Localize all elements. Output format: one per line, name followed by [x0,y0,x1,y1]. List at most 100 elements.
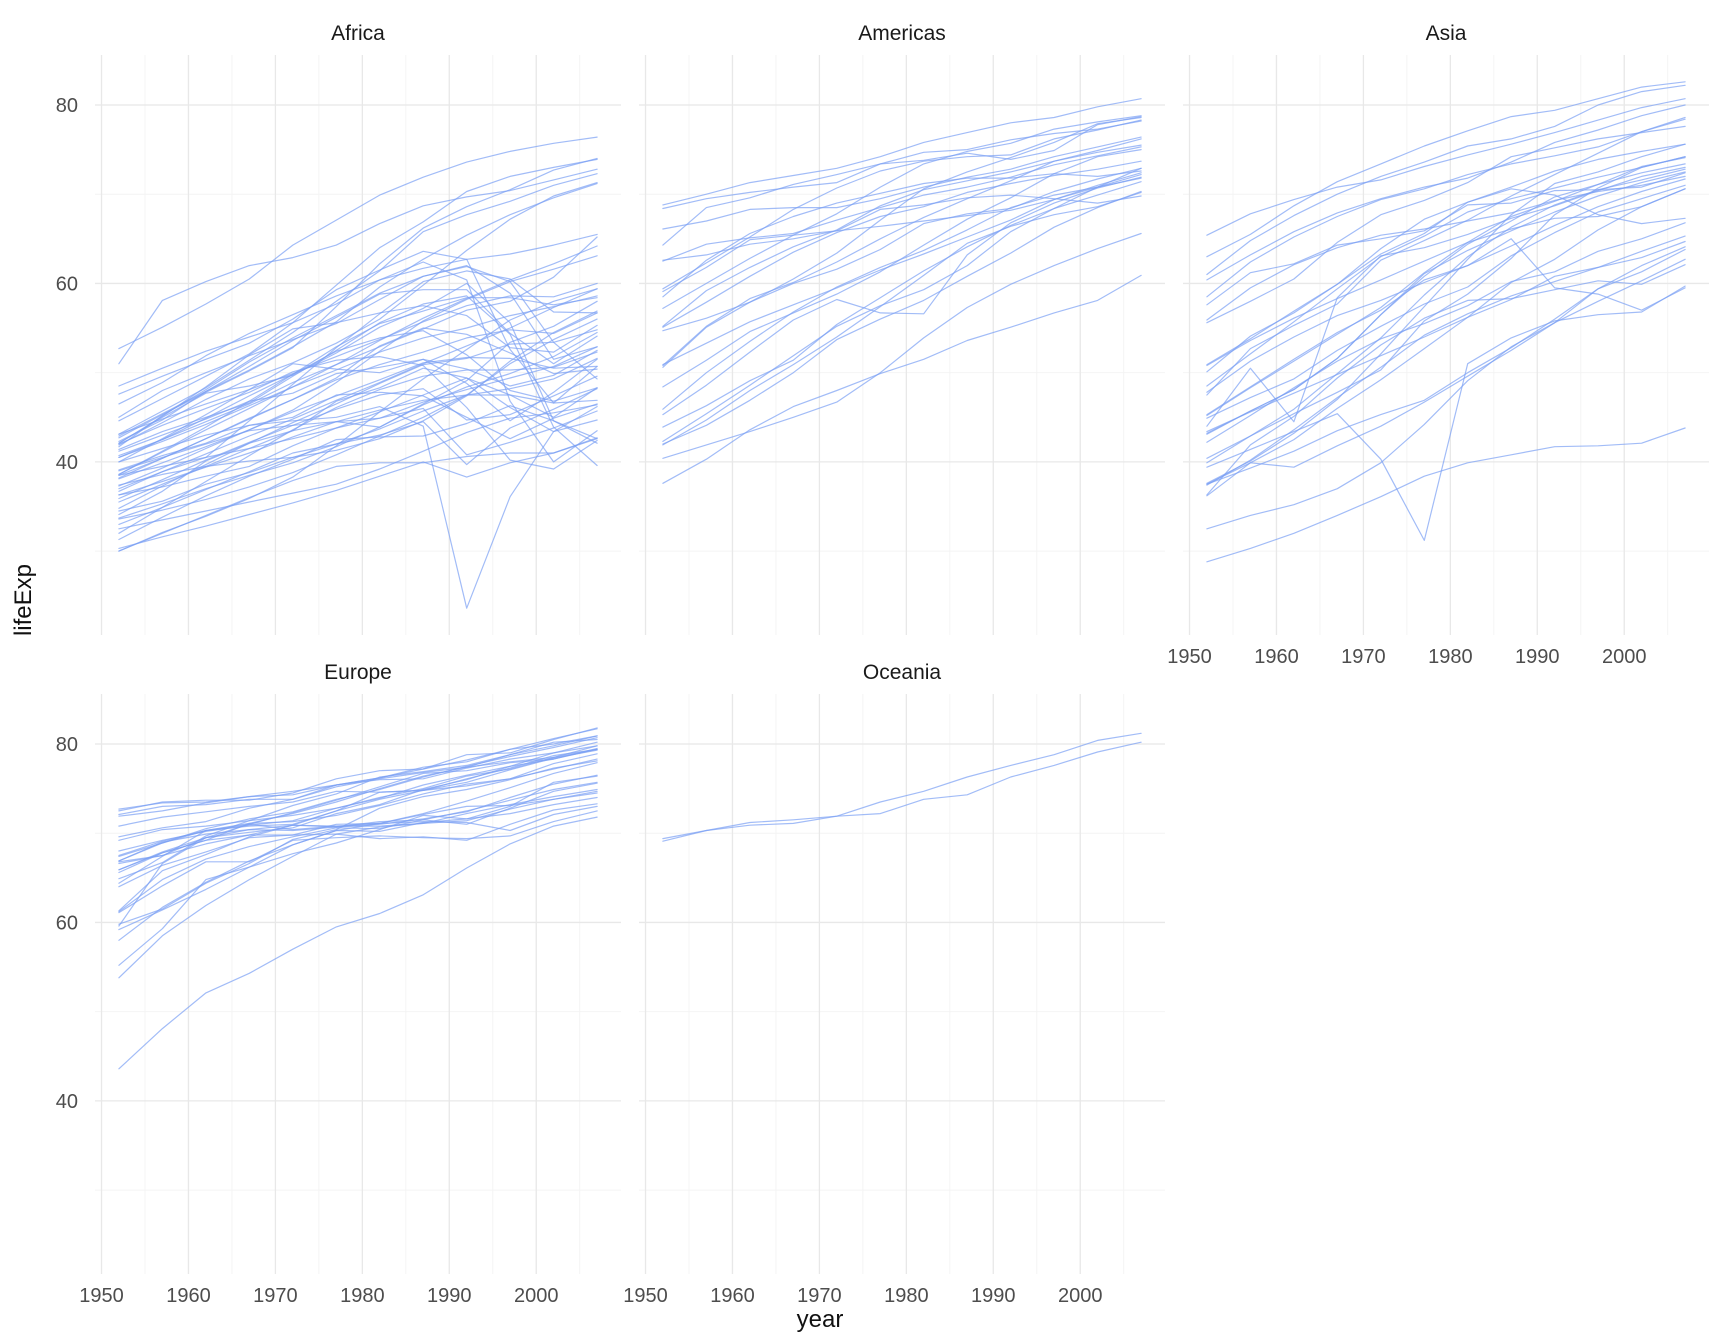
series-line-mauritania [118,245,598,458]
series-line-saudi-arabia [1206,168,1686,464]
series-line-lebanon [1206,175,1686,321]
series-line-namibia [118,265,598,448]
series-line-nigeria [118,394,598,496]
series-line-afghanistan [1206,427,1686,563]
series-line-bahrain [1206,143,1686,366]
series-line-hong-kong-china [1206,84,1686,276]
series-line-botswana [118,250,598,404]
series-line-somalia [118,388,598,526]
series-line-mozambique [118,405,598,541]
series-line-korea-rep [1206,116,1686,396]
x-tick-label: 2000 [514,1285,559,1307]
series-line-finland [118,749,598,865]
x-tick-label: 1950 [623,1285,668,1307]
series-line-madagascar [118,288,598,492]
series-line-portugal [118,760,598,925]
x-axis-title: year [796,1306,844,1333]
facet-panel-oceania: Oceania 1950 1960 1970 1980 1990 2000 [623,661,1165,1307]
series-line-equatorial-guinea [118,357,598,512]
series-line-myanmar [1206,264,1686,496]
series-line-gambia [118,288,598,552]
facet-panel-asia: Asia 1950 1960 1970 1980 1990 2000 [1167,22,1709,668]
x-tick-label: 1960 [166,1285,211,1307]
y-tick-label: 60 [56,912,78,934]
x-tick-label: 2000 [1602,646,1647,668]
series-line-guatemala [662,190,1142,445]
series-line-philippines [1206,178,1686,393]
x-tick-label: 1990 [971,1285,1016,1307]
y-tick-label: 40 [56,452,78,474]
series-line-spain [118,735,598,880]
series-line-serbia [118,796,598,941]
series-line-sao-tome-and-principe [118,233,598,405]
series-line-united-states [662,120,1142,210]
series-line-oman [1206,143,1686,484]
series-line-peru [662,181,1142,428]
series-line-norway [118,741,598,810]
series-line-malawi [118,377,598,496]
y-axis-title: lifeExp [10,563,37,637]
series-line-turkey [118,816,598,1070]
x-tick-label: 1980 [1428,646,1473,668]
series-line-gabon [118,270,598,490]
x-tick-label: 1960 [710,1285,755,1307]
x-tick-label: 1970 [797,1285,842,1307]
series-line-costa-rica [662,115,1142,309]
series-line-cuba [662,119,1142,290]
series-line-slovak-republic [118,790,598,884]
series-line-syria [1206,157,1686,417]
series-line-malaysia [1206,156,1686,387]
series-line-nicaragua [662,167,1142,442]
series-line-ireland [118,753,598,862]
series-line-vietnam [1206,156,1686,459]
series-line-swaziland [118,295,598,467]
series-line-switzerland [118,728,598,838]
x-tick-label: 1990 [1515,646,1560,668]
series-line-sri-lanka [1206,172,1686,306]
series-line-tunisia [118,158,598,422]
series-line-sudan [118,295,598,475]
x-tick-label: 1990 [427,1285,472,1307]
series-line-bolivia [662,232,1142,459]
series-line-croatia [118,781,598,913]
x-tick-label: 1950 [1167,646,1212,668]
facet-panel-europe: Europe 1950 1960 1970 1980 1990 2000 40 60 80 [56,661,621,1307]
series-line-lesotho [118,282,598,444]
series-line-puerto-rico [662,115,1142,246]
series-line-bosnia-and-herzegovina [118,788,598,979]
series-line-australia [662,732,1142,842]
series-line-montenegro [118,792,598,931]
series-line-israel [1206,98,1686,236]
series-line-new-zealand [662,741,1142,840]
series-line-panama [662,144,1142,327]
y-tick-label: 60 [56,273,78,295]
x-tick-label: 2000 [1058,1285,1103,1307]
series-line-chile [662,116,1142,332]
series-line-libya [118,157,598,439]
series-line-rwanda [118,406,598,609]
series-line-iraq [1206,238,1686,416]
facet-title-africa: Africa [331,22,385,45]
series-line-romania [118,810,598,914]
series-line-trinidad-and-tobago [662,194,1142,293]
x-tick-label: 1950 [79,1285,124,1307]
series-line-venezuela [662,160,1142,328]
series-line-yemen-rep [1206,258,1686,530]
facet-title-asia: Asia [1426,22,1467,45]
series-line-burkina-faso [118,351,598,534]
series-line-kuwait [1206,125,1686,324]
series-line-united-kingdom [118,748,598,841]
series-line-singapore [1206,104,1686,281]
x-tick-label: 1980 [340,1285,385,1307]
x-tick-label: 1970 [1341,646,1386,668]
series-line-argentina [662,146,1142,262]
facet-title-europe: Europe [324,661,392,684]
series-line-honduras [662,191,1142,446]
series-line-korea-dem-rep [1206,188,1686,373]
series-line-iran [1206,184,1686,419]
series-line-liberia [118,407,598,476]
series-line-thailand [1206,188,1686,367]
series-line-dominican-republic [662,174,1142,410]
series-line-taiwan [1206,118,1686,298]
